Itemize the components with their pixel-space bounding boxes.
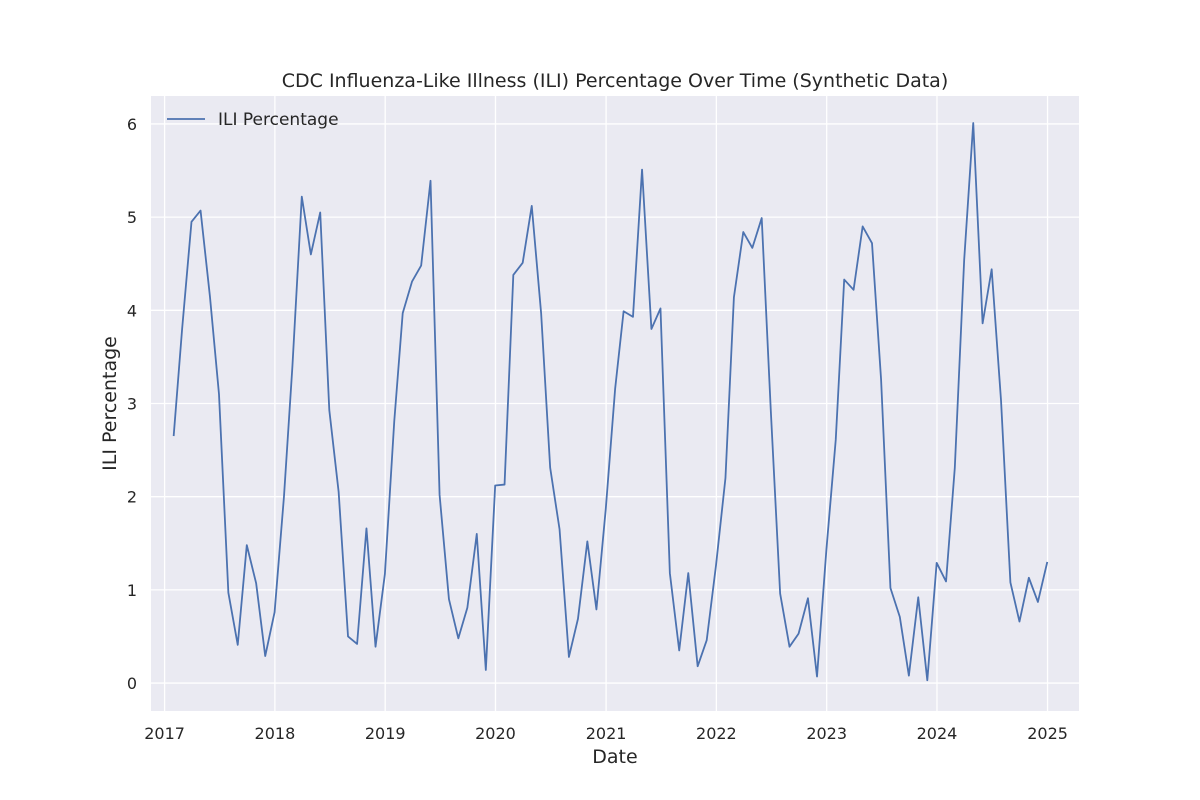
y-tick-label: 2 (127, 488, 137, 507)
y-axis-tick-labels: 0 1 2 3 4 5 6 (127, 115, 137, 693)
y-tick-label: 1 (127, 581, 137, 600)
x-tick-label: 2020 (475, 724, 516, 743)
y-tick-label: 4 (127, 301, 137, 320)
x-tick-label: 2024 (917, 724, 958, 743)
grid-lines (151, 96, 1079, 711)
x-axis-tick-labels: 2017 2018 2019 2020 2021 2022 2023 2024 2025 (144, 724, 1068, 743)
x-tick-label: 2025 (1027, 724, 1068, 743)
x-tick-label: 2017 (144, 724, 185, 743)
x-axis-title: Date (592, 746, 637, 768)
x-tick-label: 2023 (806, 724, 847, 743)
y-tick-label: 3 (127, 395, 137, 414)
x-tick-label: 2018 (255, 724, 296, 743)
chart-title: CDC Influenza-Like Illness (ILI) Percent… (282, 70, 949, 92)
y-tick-label: 0 (127, 674, 137, 693)
legend: ILI Percentage (167, 110, 339, 130)
x-tick-label: 2021 (586, 724, 627, 743)
x-tick-label: 2019 (365, 724, 406, 743)
y-tick-label: 6 (127, 115, 137, 134)
x-tick-label: 2022 (696, 724, 737, 743)
series-line-ili-percentage (172, 122, 1049, 682)
y-tick-label: 5 (127, 208, 137, 227)
y-axis-title: ILI Percentage (99, 336, 121, 471)
legend-label-ili-percentage: ILI Percentage (218, 110, 339, 130)
